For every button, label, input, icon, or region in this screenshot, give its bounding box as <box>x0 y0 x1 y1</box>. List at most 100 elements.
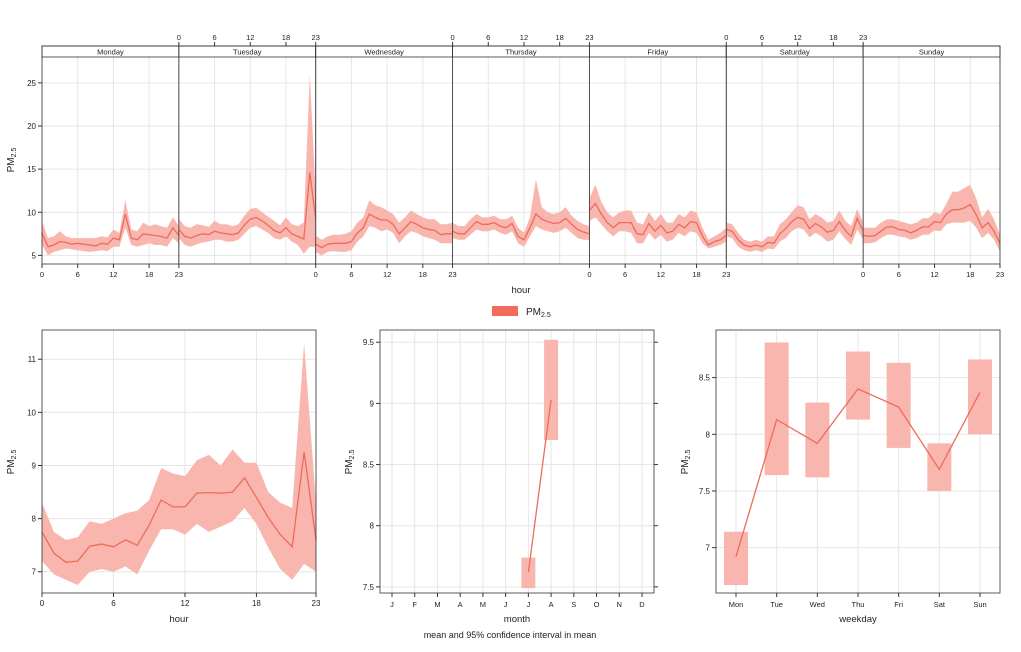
mean-line <box>863 203 1001 244</box>
x-tick-label: 18 <box>282 33 290 42</box>
x-tick-label: 23 <box>175 270 183 279</box>
y-tick-label: 7.5 <box>363 583 375 592</box>
x-tick-label: A <box>549 600 554 609</box>
y-axis-title: PM2.5 <box>6 450 18 475</box>
x-axis-title: month <box>504 614 530 625</box>
x-tick-label: 0 <box>587 270 591 279</box>
x-axis-title: hour <box>511 285 530 296</box>
y-tick-label: 8 <box>706 430 711 439</box>
x-tick-label: 12 <box>181 599 190 608</box>
confidence-box <box>886 362 911 448</box>
y-tick-label: 7 <box>32 568 37 577</box>
x-tick-label: 18 <box>966 270 974 279</box>
confidence-band <box>452 179 590 247</box>
day-panel-tuesday: Tuesday 0 6 12 18 23 <box>177 33 320 265</box>
x-tick-label: 6 <box>212 33 216 42</box>
confidence-box <box>521 557 536 589</box>
x-tick-label: 0 <box>314 270 318 279</box>
confidence-box <box>544 339 559 441</box>
x-tick-label: Wed <box>810 600 825 609</box>
x-tick-label: 23 <box>448 270 456 279</box>
legend-swatch <box>492 306 518 316</box>
y-tick-label: 20 <box>27 122 36 131</box>
y-axis-title: PM2.5 <box>344 450 356 475</box>
x-tick-label: 6 <box>486 33 490 42</box>
x-tick-label: S <box>571 600 576 609</box>
day-panel-saturday: Saturday 0 6 12 18 23 <box>724 33 867 265</box>
x-tick-label: 6 <box>897 270 901 279</box>
strip-label: Saturday <box>780 48 810 57</box>
y-tick-label: 10 <box>27 208 36 217</box>
x-tick-label: J <box>526 600 530 609</box>
x-tick-label: 0 <box>40 599 45 608</box>
y-tick-label: 15 <box>27 165 36 174</box>
confidence-band <box>42 343 316 585</box>
x-tick-label: Sun <box>973 600 986 609</box>
day-panel-thursday: Thursday 0 6 12 18 23 <box>450 33 594 265</box>
day-panel-sunday: Sunday 0 6 12 18 23 <box>861 45 1004 279</box>
x-tick-label: Tue <box>770 600 783 609</box>
x-tick-label: 0 <box>177 33 181 42</box>
mean-line <box>315 213 453 249</box>
x-tick-label: J <box>390 600 394 609</box>
y-tick-label: 8 <box>370 522 375 531</box>
legend: PM2.5 <box>492 306 551 319</box>
x-tick-label: Sat <box>934 600 946 609</box>
x-tick-label: 12 <box>246 33 254 42</box>
y-tick-label: 5 <box>32 251 37 260</box>
x-tick-label: 18 <box>145 270 153 279</box>
x-tick-label: 12 <box>657 270 665 279</box>
x-tick-label: O <box>594 600 600 609</box>
mean-line <box>735 388 981 557</box>
x-tick-label: F <box>412 600 417 609</box>
x-tick-label: D <box>639 600 645 609</box>
hour-panel: 0 6 12 18 23 7 8 9 10 11 hour PM2.5 <box>6 329 321 625</box>
x-tick-label: M <box>434 600 440 609</box>
x-tick-label: 23 <box>585 33 593 42</box>
x-tick-label: 18 <box>556 33 564 42</box>
mean-line <box>41 213 180 248</box>
confidence-band <box>863 184 1000 252</box>
x-axis-title: hour <box>169 614 188 625</box>
x-tick-label: 12 <box>109 270 117 279</box>
x-tick-label: 12 <box>794 33 802 42</box>
y-tick-label: 9 <box>32 461 37 470</box>
x-tick-label: 0 <box>724 33 728 42</box>
x-tick-label: 6 <box>111 599 116 608</box>
x-tick-label: A <box>458 600 463 609</box>
legend-label: PM2.5 <box>526 307 551 319</box>
confidence-box <box>805 402 830 478</box>
confidence-band <box>42 200 179 256</box>
y-tick-label: 8.5 <box>699 374 711 383</box>
x-axis-title: weekday <box>838 614 877 625</box>
x-tick-label: 23 <box>722 270 730 279</box>
x-tick-label: 18 <box>419 270 427 279</box>
x-tick-label: Fri <box>894 600 903 609</box>
strip-label: Monday <box>97 48 124 57</box>
weekday-panel: Mon Tue Wed Thu Fri Sat Sun 7 7.5 8 8.5 weekday PM2.… <box>680 329 1001 625</box>
y-tick-label: 7 <box>706 544 711 553</box>
confidence-box <box>968 359 992 435</box>
day-panel-monday: Monday 0 6 12 18 23 <box>40 45 183 279</box>
day-panel-friday: Friday 0 6 12 18 23 <box>587 45 730 279</box>
day-panel-wednesday: Wednesday 0 6 12 18 23 <box>314 45 457 279</box>
mean-line <box>527 399 552 573</box>
strip-label: Sunday <box>919 48 945 57</box>
x-tick-label: 18 <box>692 270 700 279</box>
x-tick-label: 0 <box>861 270 865 279</box>
confidence-band <box>589 184 727 249</box>
x-tick-label: 23 <box>859 33 867 42</box>
x-tick-label: Mon <box>729 600 744 609</box>
x-tick-label: 6 <box>76 270 80 279</box>
confidence-box <box>927 443 952 491</box>
y-tick-label: 25 <box>27 79 36 88</box>
x-tick-label: 6 <box>349 270 353 279</box>
x-tick-label: 18 <box>829 33 837 42</box>
x-tick-label: 12 <box>930 270 938 279</box>
footer-caption: mean and 95% confidence interval in mean <box>424 630 597 640</box>
y-tick-label: 9.5 <box>363 338 375 347</box>
confidence-band <box>726 205 864 252</box>
y-tick-label: 9 <box>370 399 375 408</box>
panel-frame <box>379 329 655 594</box>
